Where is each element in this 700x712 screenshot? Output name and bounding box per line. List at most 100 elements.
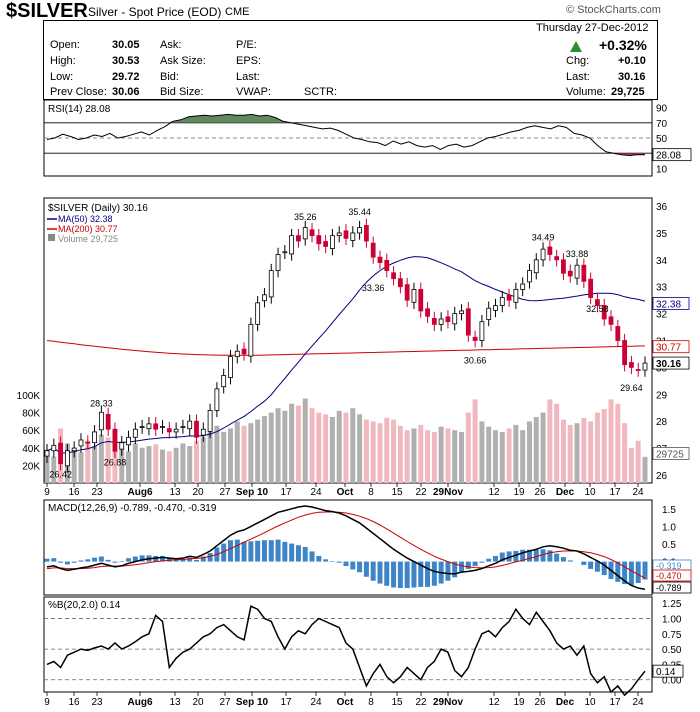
volume-bar — [397, 425, 403, 483]
price-annotation: 32.58 — [586, 304, 609, 314]
price-annotation: 29.64 — [620, 383, 643, 393]
volume-bar — [540, 412, 546, 483]
percent-b-x-label: 8 — [368, 697, 374, 708]
chg-label: Chg: — [566, 55, 590, 67]
macd-histogram-bar — [445, 561, 451, 581]
macd-histogram-bar — [499, 552, 505, 562]
volume-bar — [343, 412, 349, 483]
volume-bar — [98, 434, 104, 483]
volume-bar — [391, 419, 397, 483]
bid-size-label: Bid Size: — [160, 86, 204, 98]
candle-body — [248, 323, 254, 357]
last-label-mid: Last: — [236, 71, 260, 83]
percent-b-x-label: 16 — [68, 697, 80, 708]
price-axis-tag-label: 29725 — [656, 449, 684, 460]
macd-histogram-bar — [533, 549, 539, 562]
candle-body — [391, 272, 396, 280]
volume-bar — [513, 424, 519, 483]
prev-close-value: 30.06 — [112, 86, 140, 98]
percent-b-title: %B(20,2.0) 0.14 — [48, 600, 121, 611]
macd-histogram-bar — [554, 553, 560, 562]
volume-bar — [363, 419, 369, 483]
candle-body — [486, 307, 492, 320]
high-label: High: — [50, 55, 76, 67]
macd-histogram-bar — [486, 558, 492, 562]
volume-bar — [234, 421, 240, 483]
volume-bar — [431, 431, 437, 483]
price-x-label: Oct — [337, 487, 354, 498]
price-annotation: 35.44 — [348, 207, 371, 217]
candle-body — [404, 284, 410, 301]
volume-bar — [275, 408, 281, 483]
macd-histogram-bar — [622, 561, 628, 585]
volume-bar — [452, 430, 458, 483]
macd-histogram-bar — [431, 561, 437, 586]
macd-histogram-bar — [132, 556, 138, 562]
volume-tick-label: 60K — [22, 426, 40, 437]
price-annotation: 33.36 — [362, 283, 385, 293]
candle-body — [452, 313, 458, 325]
rsi-last-label: 28.08 — [656, 151, 681, 162]
percent-b-tick-label: 1.25 — [662, 599, 682, 610]
price-axis-tag — [652, 340, 690, 354]
ma50-line — [46, 256, 646, 454]
candle-body — [588, 278, 594, 298]
volume-bar — [180, 443, 186, 483]
macd-histogram-bar — [350, 561, 356, 570]
percent-b-line — [46, 605, 646, 697]
candle-body — [445, 316, 451, 323]
candle-body — [207, 410, 213, 432]
percent-b-x-label: 23 — [91, 697, 103, 708]
candle-body — [513, 289, 519, 303]
macd-histogram-bar — [506, 551, 512, 562]
volume-bar — [207, 430, 213, 483]
candle-body — [139, 426, 145, 428]
price-tick-label: 32 — [656, 310, 668, 321]
candle-body — [540, 248, 546, 261]
candle-body — [438, 318, 444, 325]
macd-histogram-bar — [64, 561, 70, 565]
candle-body — [533, 259, 539, 274]
volume-bar — [479, 421, 485, 483]
candle-body — [214, 388, 220, 411]
volume-bar — [554, 403, 560, 483]
candle-body — [316, 235, 322, 245]
volume-bar — [594, 412, 600, 483]
candle-body — [527, 270, 532, 283]
volume-bar — [51, 456, 57, 483]
candle-body — [425, 308, 430, 317]
price-annotation: 30.66 — [464, 356, 487, 366]
volume-bar — [105, 437, 111, 483]
candle-body — [289, 235, 295, 255]
percent-b-x-label: Sep 10 — [236, 697, 269, 708]
candle-body — [561, 259, 566, 274]
macd-axis-tag — [652, 569, 692, 582]
price-axis-tag-label: 30.16 — [656, 359, 681, 370]
ask-label: Ask: — [160, 39, 182, 51]
candle-body — [146, 423, 152, 430]
macd-histogram-bar — [404, 561, 410, 589]
macd-histogram-bar — [207, 553, 213, 562]
candle-body — [601, 305, 607, 320]
rsi-line — [46, 113, 645, 157]
open-value: 30.05 — [112, 39, 140, 51]
candle-body — [384, 259, 390, 271]
candle-body — [418, 289, 424, 312]
macd-histogram-bar — [628, 561, 634, 586]
candle-body — [581, 264, 587, 282]
volume-bar — [336, 410, 342, 483]
macd-histogram-bar — [282, 541, 288, 562]
watermark: © StockCharts.com — [566, 4, 661, 16]
macd-histogram-bar — [302, 546, 308, 562]
volume-bar — [44, 449, 50, 483]
percent-b-x-label: 29Nov — [433, 697, 463, 708]
volume-bar — [357, 414, 363, 483]
percent-b-x-label: 22 — [415, 697, 427, 708]
price-x-label: 13 — [169, 487, 181, 498]
macd-histogram-bar — [594, 561, 600, 572]
high-value: 30.53 — [112, 55, 140, 67]
candle-body — [370, 242, 376, 258]
eps-label: EPS: — [236, 55, 262, 67]
macd-histogram-bar — [194, 559, 199, 562]
candle-body — [153, 423, 159, 430]
